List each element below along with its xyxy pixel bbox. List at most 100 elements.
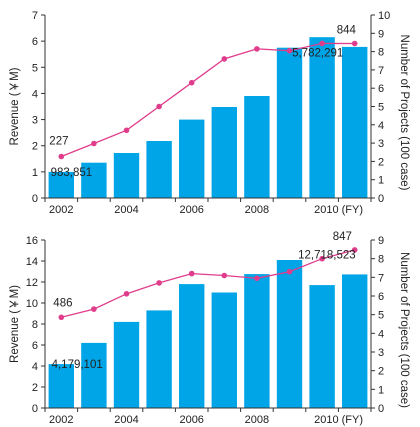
x-tick-label: 2008 [245,204,269,216]
right-tick-label: 1 [378,175,384,187]
projects-point [156,103,162,110]
data-annotation: 844 [337,25,357,37]
right-tick-label: 0 [378,403,384,415]
projects-line [61,42,355,158]
projects-point [319,255,325,262]
revenue-bar [48,364,74,408]
revenue-bar [179,284,205,408]
revenue-bar [146,310,172,408]
left-tick-label: 4 [32,361,38,373]
projects-point [319,40,325,47]
right-tick-label: 2 [378,156,384,168]
left-tick-label: 7 [32,10,38,22]
data-annotation: 5,782,291 [292,47,343,59]
x-tick-label: 2010 (FY) [314,204,363,216]
revenue-bar [309,37,335,199]
right-tick-label: 1 [378,384,384,396]
x-tick-label: 2002 [49,204,73,216]
revenue-bar [113,321,140,408]
right-tick-label: 4 [378,328,384,340]
projects-point [286,268,293,275]
projects-point [91,140,97,147]
x-tick-label: 2008 [245,414,269,426]
revenue-bar [113,153,140,198]
right-tick-label: 2 [378,366,384,378]
x-tick-label: 2004 [114,204,138,216]
left-tick-label: 8 [32,319,38,331]
right-tick-label: 10 [378,10,390,22]
left-tick-label: 10 [26,298,38,310]
projects-point [221,272,228,279]
projects-point [254,46,260,52]
left-tick-label: 1 [32,167,38,179]
projects-line [61,249,355,318]
right-tick-label: 9 [378,28,384,40]
revenue-bar [244,274,270,408]
left-tick-label: 6 [32,340,38,352]
revenue-bar [309,285,335,408]
chart-panel-1: 0 1 2 3 4 5 6 7 0 1 2 3 4 5 6 7 8 9 10 2002 2004 2006 2008 2010… [9,10,410,216]
data-annotation: 983,851 [51,167,93,179]
right-axis-title: Number of Projects (100 case) [398,252,410,408]
revenue-bar [276,260,303,408]
data-annotation: 847 [333,231,352,243]
left-tick-label: 16 [26,235,38,247]
x-tick-label: 2004 [114,414,138,426]
x-tick-label: 2006 [179,414,203,426]
right-tick-label: 8 [378,254,384,266]
data-annotation: 486 [53,297,72,309]
left-tick-label: 0 [32,403,38,415]
right-tick-label: 0 [378,193,384,205]
left-tick-label: 0 [32,193,38,205]
x-tick-label: 2010 (FY) [314,414,363,426]
right-tick-label: 7 [378,272,384,284]
revenue-bar [146,141,172,198]
projects-point [123,291,130,297]
left-tick-label: 4 [32,88,38,100]
left-tick-label: 3 [32,115,38,127]
revenue-bar [211,292,237,408]
left-tick-label: 5 [32,62,38,74]
projects-point [286,47,293,54]
right-tick-label: 3 [378,138,384,150]
right-tick-label: 6 [378,83,384,95]
right-tick-label: 5 [378,102,384,114]
left-axis-title: Revenue (￥M) [9,67,21,145]
projects-point [221,56,228,62]
data-annotation: 227 [49,135,68,147]
right-tick-label: 8 [378,47,384,59]
projects-point [123,127,130,134]
right-axis-title: Number of Projects (100 case) [398,35,410,191]
projects-point [58,153,65,160]
left-tick-label: 2 [32,141,38,153]
projects-point [58,314,65,321]
revenue-bar [81,162,107,198]
left-tick-label: 6 [32,36,38,48]
right-tick-label: 4 [378,120,384,132]
revenue-bar [276,47,303,199]
projects-point [188,270,195,277]
revenue-bar [81,342,107,408]
projects-point [351,40,358,47]
revenue-bar [179,119,205,198]
right-tick-label: 3 [378,347,384,359]
x-tick-label: 2002 [49,414,73,426]
revenue-bar [211,107,237,198]
projects-point [351,247,358,253]
right-tick-label: 9 [378,235,384,247]
projects-point [91,306,97,312]
right-tick-label: 5 [378,310,384,322]
left-tick-label: 2 [32,382,38,394]
right-tick-label: 7 [378,65,384,77]
revenue-bar [342,274,368,408]
data-annotation: 12,718,523 [298,250,356,262]
left-axis-title: Revenue (￥M) [9,285,21,363]
data-annotation: 4,179,101 [52,359,103,371]
left-tick-label: 14 [26,256,38,268]
revenue-bar [342,46,368,199]
right-tick-label: 6 [378,291,384,303]
revenue-bar [244,96,270,198]
left-tick-label: 12 [26,277,38,289]
